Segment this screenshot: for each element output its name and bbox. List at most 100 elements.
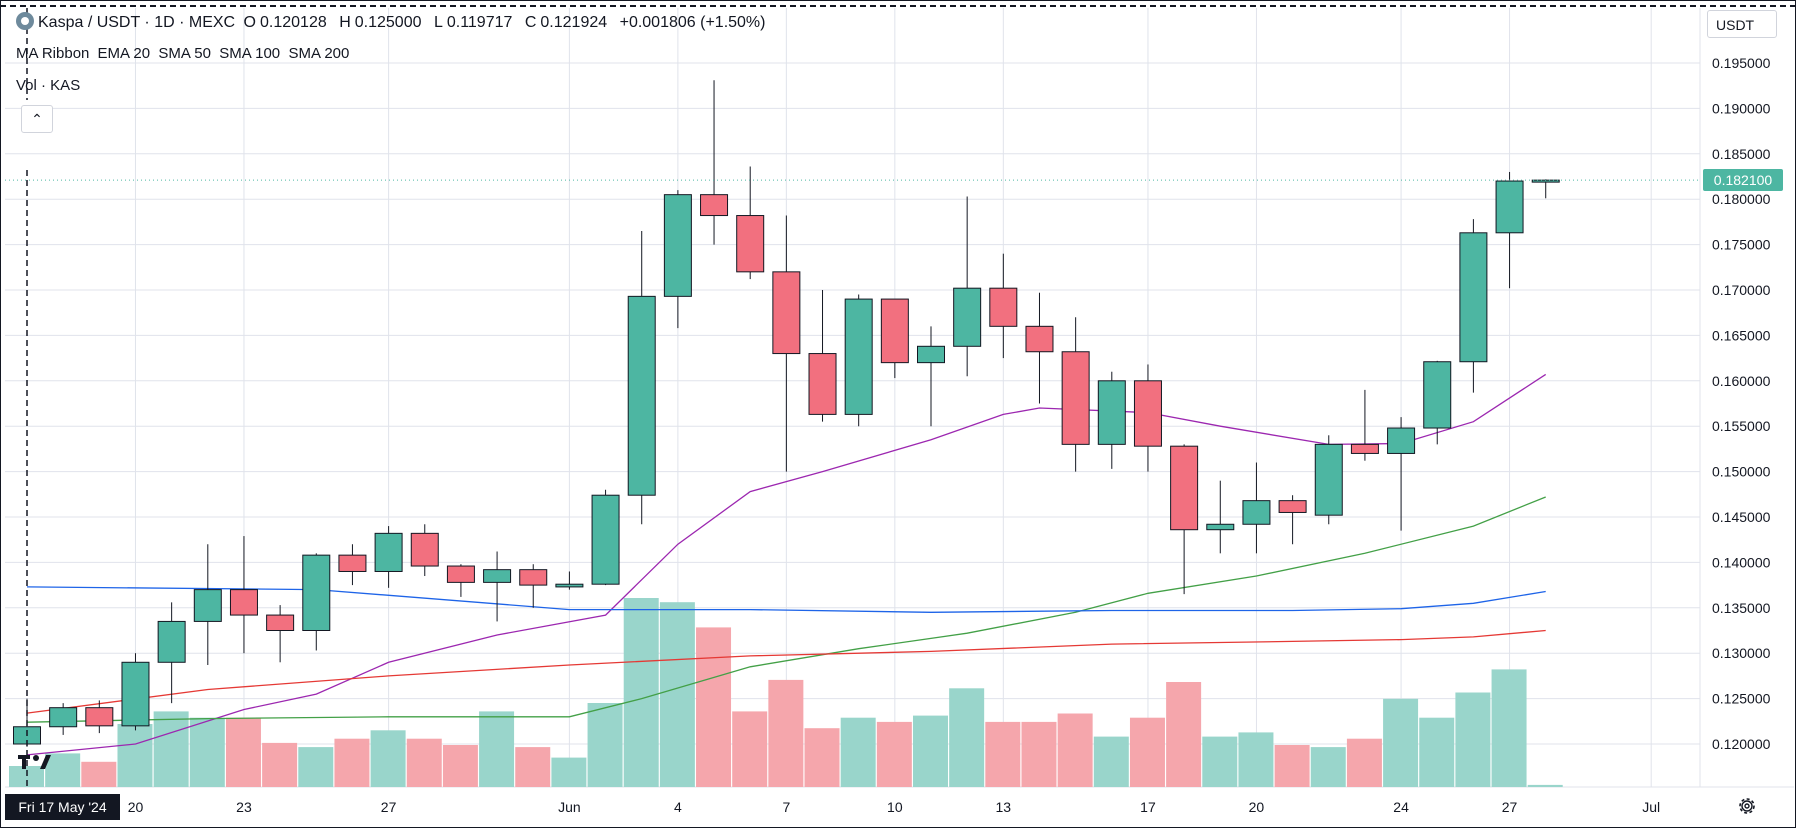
candle-body bbox=[1495, 180, 1524, 234]
volume-title[interactable]: Vol · KAS bbox=[16, 77, 81, 94]
volume-bar bbox=[659, 602, 695, 787]
ma-ribbon-title[interactable]: MA Ribbon bbox=[16, 45, 90, 62]
volume-bar bbox=[1346, 738, 1382, 787]
close-value: 0.121924 bbox=[540, 14, 608, 31]
volume-bar bbox=[1021, 721, 1057, 787]
candle-body bbox=[880, 298, 909, 364]
candle-body bbox=[1242, 500, 1271, 525]
candle bbox=[880, 298, 909, 379]
time-tick-label: 20 bbox=[1249, 799, 1265, 815]
candle-body bbox=[302, 554, 331, 631]
candle-body bbox=[1206, 523, 1235, 531]
candle-body bbox=[338, 554, 367, 572]
low-value: 0.119717 bbox=[446, 14, 513, 31]
price-tick-label: 0.125000 bbox=[1712, 691, 1771, 707]
volume-bar bbox=[876, 721, 912, 787]
candle-body bbox=[1061, 351, 1090, 445]
candle bbox=[1061, 317, 1090, 472]
indicator-legend-ma[interactable]: MA Ribbon EMA 20 SMA 50 SMA 100 SMA 200 bbox=[16, 45, 353, 62]
crosshair-horizontal-line bbox=[0, 5, 1796, 7]
candle bbox=[446, 564, 475, 597]
candle bbox=[1242, 462, 1271, 554]
candle bbox=[1423, 360, 1452, 445]
open-label: O bbox=[243, 14, 256, 31]
candle-body bbox=[627, 295, 656, 496]
candle-body bbox=[1387, 427, 1416, 454]
candle-body bbox=[1278, 500, 1307, 513]
candle bbox=[844, 294, 873, 427]
ma-line-sma-50 bbox=[26, 496, 1546, 723]
volume-bar bbox=[1202, 736, 1238, 787]
candle bbox=[1278, 495, 1307, 545]
candle bbox=[808, 290, 837, 422]
price-tick-label: 0.195000 bbox=[1712, 55, 1771, 71]
candle bbox=[555, 571, 584, 590]
price-tick-label: 0.190000 bbox=[1712, 100, 1771, 116]
collapse-legend-button[interactable]: ⌃ bbox=[21, 105, 53, 133]
chart-settings-button[interactable] bbox=[1735, 794, 1759, 818]
symbol-title[interactable]: Kaspa / USDT · 1D · MEXC bbox=[38, 14, 236, 31]
time-tick-label: Jun bbox=[558, 799, 581, 815]
candle bbox=[266, 605, 295, 663]
price-tick-label: 0.155000 bbox=[1712, 418, 1771, 434]
candle-body bbox=[410, 532, 439, 567]
volume-bar bbox=[1491, 669, 1527, 787]
volume-bar bbox=[1419, 717, 1455, 787]
volume-bar bbox=[515, 747, 551, 787]
volume-bar bbox=[587, 703, 623, 787]
volume-bar bbox=[732, 711, 768, 787]
volume-bar bbox=[1310, 747, 1346, 787]
candle-body bbox=[193, 589, 222, 622]
candle-body bbox=[808, 353, 837, 415]
price-tick-label: 0.185000 bbox=[1712, 146, 1771, 162]
chevron-up-icon: ⌃ bbox=[31, 111, 43, 127]
price-tick-label: 0.160000 bbox=[1712, 373, 1771, 389]
indicator-legend-volume[interactable]: Vol · KAS bbox=[16, 77, 84, 94]
candle-body bbox=[49, 707, 78, 728]
candle-body bbox=[483, 569, 512, 583]
volume-bar bbox=[81, 761, 117, 787]
time-tick-label: 27 bbox=[1502, 799, 1518, 815]
candle-body bbox=[266, 614, 295, 632]
candle bbox=[302, 553, 331, 651]
volume-bar bbox=[479, 711, 515, 787]
candle bbox=[374, 526, 403, 588]
volume-bar bbox=[9, 766, 44, 787]
candles bbox=[13, 80, 1560, 747]
candle bbox=[410, 524, 439, 577]
volume-bars bbox=[9, 598, 1563, 787]
candle-body bbox=[1459, 232, 1488, 363]
volume-bar bbox=[370, 730, 406, 787]
ma-line-sma-200 bbox=[26, 629, 1546, 714]
ma-ribbon bbox=[26, 373, 1547, 756]
candle-body bbox=[1423, 361, 1452, 429]
price-tick-label: 0.175000 bbox=[1712, 237, 1771, 253]
price-tick-label: 0.145000 bbox=[1712, 509, 1771, 525]
candle-body bbox=[1314, 443, 1343, 516]
candle bbox=[1495, 171, 1524, 289]
time-tick-label: 24 bbox=[1393, 799, 1409, 815]
candle bbox=[627, 230, 656, 525]
gear-icon bbox=[1739, 798, 1755, 814]
price-tick-label: 0.130000 bbox=[1712, 645, 1771, 661]
candle-body bbox=[157, 620, 186, 663]
candle bbox=[736, 166, 765, 280]
candle-body bbox=[844, 298, 873, 415]
volume-bar bbox=[1057, 713, 1093, 787]
volume-bar bbox=[45, 753, 81, 787]
candle-body bbox=[121, 661, 150, 727]
candle-body bbox=[1170, 445, 1199, 531]
volume-bar bbox=[804, 728, 840, 787]
candle bbox=[591, 489, 620, 586]
volume-bar bbox=[1129, 717, 1165, 787]
candle bbox=[1206, 480, 1235, 554]
candle bbox=[953, 196, 982, 377]
currency-selector[interactable]: USDT bbox=[1707, 10, 1777, 38]
candle bbox=[917, 326, 945, 427]
candle bbox=[1459, 219, 1488, 393]
time-tick-label: Jul bbox=[1642, 799, 1660, 815]
volume-bar bbox=[298, 747, 334, 787]
open-value: 0.120128 bbox=[260, 14, 327, 31]
